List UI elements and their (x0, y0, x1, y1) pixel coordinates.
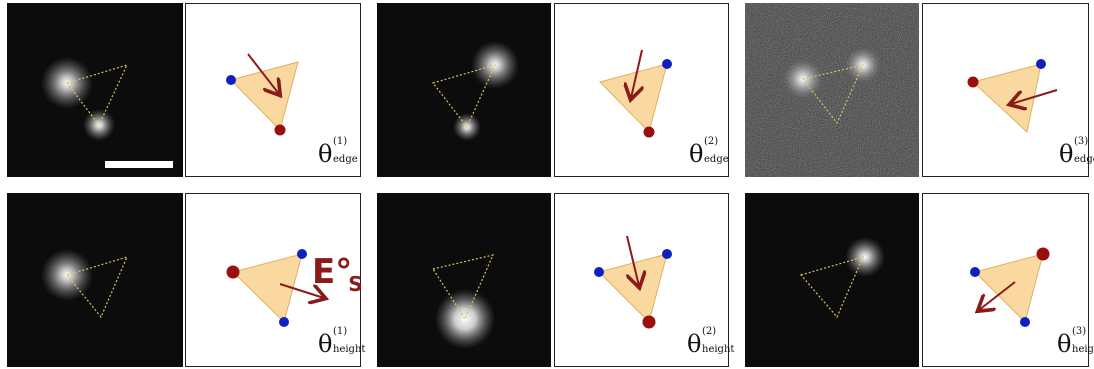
red-dot (967, 76, 979, 88)
micrograph-height-1 (7, 193, 183, 367)
blue-dot (1020, 317, 1030, 327)
red-dot (226, 265, 240, 279)
triangle-outline (801, 64, 865, 125)
micrograph-edge-3 (745, 3, 919, 177)
blue-dot (226, 75, 236, 85)
diagram-edge-2: θ (2) edge (554, 3, 729, 177)
red-dot (1036, 247, 1050, 261)
diagram-height-2: θ (2) height (554, 193, 735, 367)
direction-arrow (247, 53, 279, 94)
triangle-outline (431, 64, 497, 129)
direction-arrow (279, 283, 324, 298)
triangle-shape (974, 253, 1044, 323)
micrograph-edge-2 (377, 3, 551, 177)
red-dot (642, 315, 656, 329)
scale-bar (105, 161, 173, 168)
blue-dot (970, 267, 980, 277)
red-dot (643, 126, 655, 138)
micrograph-height-3 (745, 193, 919, 367)
theta-label: θ (3) height (1057, 326, 1094, 358)
red-dot (274, 124, 286, 136)
micrograph-height-2 (377, 193, 551, 367)
theta-label: θ (1) height (318, 326, 366, 358)
blue-dot (662, 249, 672, 259)
diagram-height-1: E°S θ (1) height (185, 193, 366, 367)
theta-label: θ (2) edge (689, 136, 729, 168)
blue-dot (279, 317, 289, 327)
diagram-edge-1: θ (1) edge (185, 3, 361, 177)
blue-dot (297, 249, 307, 259)
diagram-height-3: θ (3) height (922, 193, 1094, 367)
theta-label: θ (2) height (687, 326, 735, 358)
emitter-spot (845, 237, 885, 277)
direction-arrow (627, 235, 639, 286)
direction-arrow (979, 281, 1016, 310)
direction-arrow (631, 49, 642, 98)
micrograph-edge-1 (7, 3, 183, 177)
theta-label: θ (1) edge (318, 136, 358, 168)
theta-label: θ (3) edge (1059, 136, 1094, 168)
field-label: E°S (312, 252, 363, 296)
triangle-outline (799, 256, 865, 319)
diagram-edge-3: θ (3) edge (922, 3, 1094, 177)
emitter-spot (435, 289, 495, 349)
triangle-shape (599, 63, 668, 133)
blue-dot (1036, 59, 1046, 69)
triangle-shape (230, 61, 299, 131)
blue-dot (662, 59, 672, 69)
triangle-outline (432, 254, 495, 321)
noise-texture (745, 3, 919, 177)
direction-arrow (1011, 89, 1058, 104)
blue-dot (594, 267, 604, 277)
